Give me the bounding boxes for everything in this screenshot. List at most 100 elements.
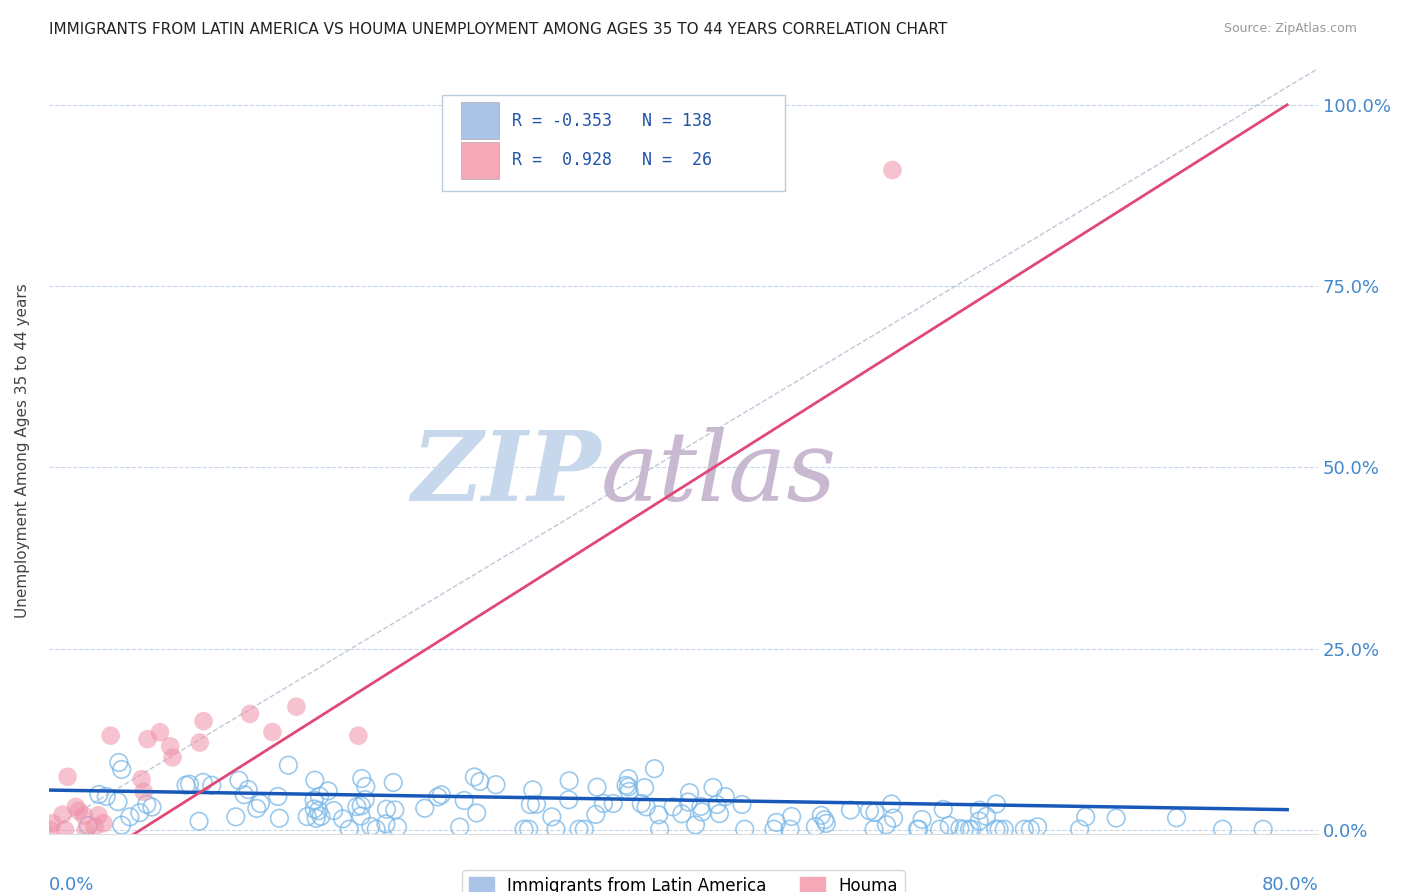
Point xyxy=(967,814,990,828)
Point xyxy=(347,729,370,743)
Point xyxy=(238,782,260,797)
Point xyxy=(277,758,299,772)
Point xyxy=(540,810,562,824)
Text: 0.0%: 0.0% xyxy=(49,876,94,892)
Point xyxy=(174,778,197,792)
FancyBboxPatch shape xyxy=(443,95,785,191)
Point xyxy=(453,793,475,807)
Point xyxy=(193,714,215,728)
Point xyxy=(239,706,262,721)
Point xyxy=(643,762,665,776)
Point xyxy=(986,797,1008,811)
Point xyxy=(366,822,388,837)
Point xyxy=(201,778,224,792)
Point xyxy=(375,802,398,816)
Point xyxy=(689,799,711,814)
Point xyxy=(75,822,97,837)
Point xyxy=(863,805,886,820)
Point xyxy=(734,822,756,837)
Point xyxy=(463,770,485,784)
Point xyxy=(633,780,655,795)
Point xyxy=(426,789,449,804)
Point xyxy=(384,803,406,817)
Point xyxy=(132,785,155,799)
Text: 80.0%: 80.0% xyxy=(1261,876,1319,892)
Point xyxy=(993,822,1015,837)
Point xyxy=(53,822,76,837)
Point xyxy=(233,788,256,802)
Point xyxy=(65,799,87,814)
Point xyxy=(647,807,669,822)
Point xyxy=(118,810,141,824)
Point xyxy=(938,818,960,832)
Point xyxy=(188,814,211,829)
Point xyxy=(988,822,1011,837)
Point xyxy=(354,793,377,807)
Point xyxy=(984,822,1007,837)
Point xyxy=(269,811,291,825)
Point xyxy=(617,784,640,798)
Point xyxy=(614,779,637,793)
Point xyxy=(883,811,905,825)
Point xyxy=(316,784,339,798)
Point xyxy=(907,822,929,837)
Point xyxy=(519,797,541,812)
FancyBboxPatch shape xyxy=(461,142,499,178)
Point xyxy=(96,789,118,804)
Point xyxy=(285,699,308,714)
Point xyxy=(648,822,671,837)
Point xyxy=(128,805,150,820)
Point xyxy=(249,797,271,811)
Point xyxy=(149,725,172,739)
Point xyxy=(465,805,488,820)
Point xyxy=(108,756,131,770)
Point xyxy=(574,822,596,837)
Point xyxy=(513,822,536,837)
Text: R = -0.353   N = 138: R = -0.353 N = 138 xyxy=(512,112,711,129)
Point xyxy=(585,807,607,822)
Point xyxy=(880,797,903,811)
Point xyxy=(1014,822,1036,837)
Point xyxy=(382,775,405,789)
Point xyxy=(557,793,579,807)
Text: ZIP: ZIP xyxy=(412,427,600,521)
Point xyxy=(976,809,998,823)
FancyBboxPatch shape xyxy=(461,103,499,139)
Point xyxy=(267,789,290,804)
Point xyxy=(430,788,453,802)
Text: IMMIGRANTS FROM LATIN AMERICA VS HOUMA UNEMPLOYMENT AMONG AGES 35 TO 44 YEARS CO: IMMIGRANTS FROM LATIN AMERICA VS HOUMA U… xyxy=(49,22,948,37)
Point xyxy=(544,822,567,837)
Point xyxy=(1069,822,1091,837)
Point xyxy=(468,774,491,789)
Point xyxy=(779,822,801,837)
Y-axis label: Unemployment Among Ages 35 to 44 years: Unemployment Among Ages 35 to 44 years xyxy=(15,284,30,618)
Point xyxy=(1212,822,1234,837)
Point xyxy=(949,822,972,836)
Point xyxy=(928,822,950,837)
Point xyxy=(304,802,326,816)
Point xyxy=(83,820,105,834)
Point xyxy=(765,815,787,830)
Point xyxy=(131,772,153,787)
Point xyxy=(87,808,110,822)
Point xyxy=(309,809,332,823)
Point xyxy=(107,795,129,809)
Point xyxy=(685,818,707,832)
Point xyxy=(387,820,409,834)
Point xyxy=(1166,811,1188,825)
Point xyxy=(111,818,134,832)
Point xyxy=(714,789,737,804)
Point xyxy=(305,811,328,825)
Point xyxy=(73,809,96,823)
Point xyxy=(702,780,724,795)
Point xyxy=(413,801,436,815)
Point xyxy=(485,778,508,792)
Point xyxy=(706,797,728,812)
Point xyxy=(1019,822,1042,837)
Point xyxy=(354,780,377,794)
Point xyxy=(136,732,159,747)
Point xyxy=(863,822,886,837)
Point xyxy=(179,777,201,791)
Legend: Immigrants from Latin America, Houma: Immigrants from Latin America, Houma xyxy=(463,871,904,892)
Point xyxy=(93,816,115,830)
